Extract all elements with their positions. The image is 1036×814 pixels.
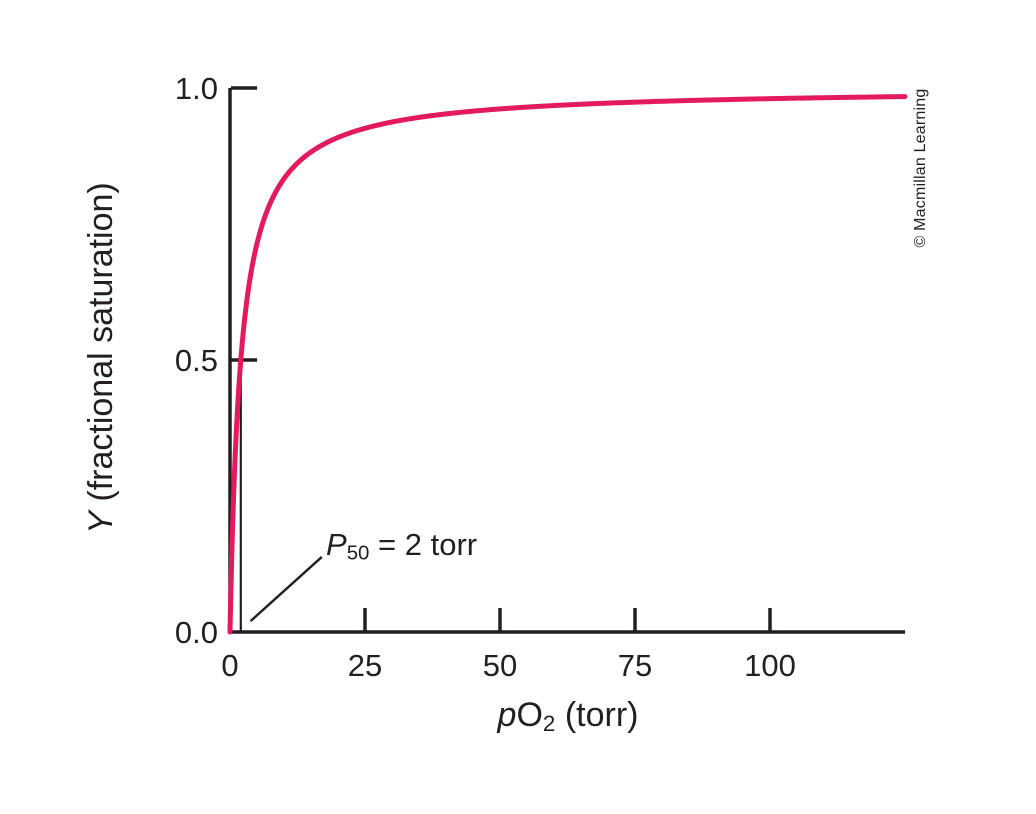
y-axis-label-variable: Y — [82, 511, 120, 534]
saturation-curve — [227, 94, 908, 635]
x-tick-label-100: 100 — [744, 648, 796, 683]
y-axis-label-rest: (fractional saturation) — [82, 182, 120, 512]
x-axis-label: pO2 (torr) — [368, 698, 768, 735]
y-tick-label-1.0: 1.0 — [174, 71, 218, 106]
x-axis-label-molecule: O — [516, 696, 543, 734]
p50-annotation-subscript: 50 — [346, 541, 370, 565]
x-axis-label-rest: (torr) — [555, 696, 639, 734]
x-axis-label-variable: p — [497, 696, 517, 734]
x-tick-label-0: 0 — [221, 648, 239, 683]
x-tick-label-25: 25 — [347, 648, 383, 683]
p50-annotation-variable: P — [326, 527, 347, 562]
y-tick-label-0.5: 0.5 — [174, 343, 218, 378]
y-tick-label-0.0: 0.0 — [174, 615, 218, 650]
p50-annotation-rest: = 2 torr — [369, 527, 478, 562]
x-tick-label-75: 75 — [617, 648, 653, 683]
p50-annotation-label: P50 = 2 torr — [326, 529, 477, 564]
annotation-leader-line — [249, 556, 323, 623]
y-axis-label: Y (fractional saturation) — [82, 78, 126, 638]
x-axis-label-subscript: 2 — [542, 710, 556, 736]
x-tick-label-50: 50 — [482, 648, 518, 683]
publisher-credit: © Macmillan Learning — [912, 88, 929, 248]
